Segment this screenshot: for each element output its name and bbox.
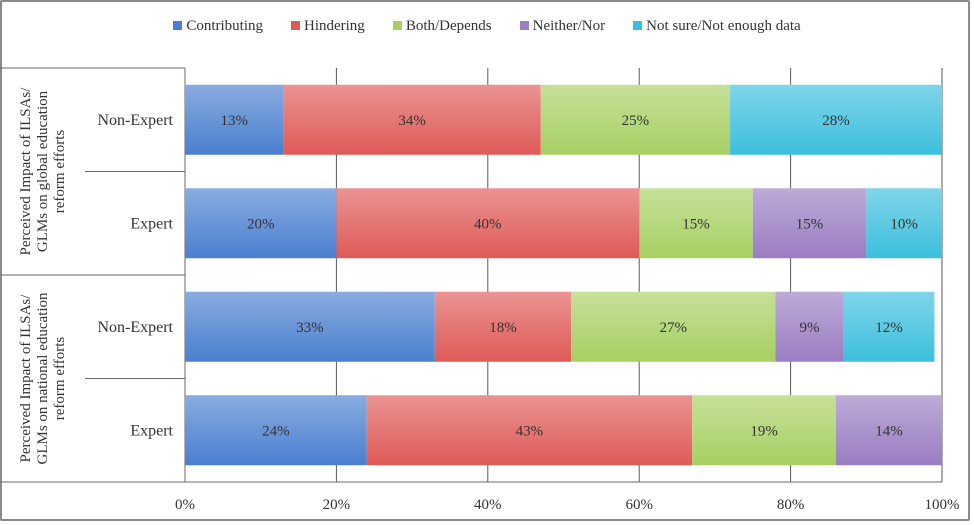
legend-item: Hindering: [290, 18, 365, 35]
group-label: Perceived Impact of ILSAs/GLMs on nation…: [18, 292, 68, 465]
data-label: 19%: [750, 423, 778, 439]
category-label: Non-Expert: [97, 319, 173, 336]
bar-segment: [540, 84, 731, 155]
category-label: Expert: [130, 422, 173, 439]
x-tick-label: 20%: [323, 497, 351, 513]
data-label: 12%: [875, 320, 903, 336]
bar-segment: [571, 291, 776, 362]
x-tick-label: 0%: [175, 497, 195, 513]
bar-segment: [283, 84, 541, 155]
data-label: 14%: [875, 423, 903, 439]
data-label: 34%: [398, 113, 426, 129]
group-label-line: reform efforts: [52, 337, 68, 421]
group-label: Perceived Impact of ILSAs/GLMs on global…: [18, 87, 68, 256]
bar-segment: [185, 291, 435, 362]
data-label: 28%: [822, 113, 850, 129]
data-label: 15%: [796, 216, 824, 232]
data-label: 24%: [262, 423, 290, 439]
x-tick-label: 100%: [925, 497, 960, 513]
legend-label: Contributing: [186, 18, 263, 34]
data-label: 18%: [489, 320, 517, 336]
bar-segment: [752, 188, 867, 259]
data-label: 27%: [660, 320, 688, 336]
data-label: 20%: [247, 216, 275, 232]
data-label: 10%: [890, 216, 918, 232]
data-label: 25%: [622, 113, 650, 129]
x-tick-label: 80%: [777, 497, 805, 513]
category-label: Expert: [130, 215, 173, 232]
legend-swatch: [519, 21, 529, 30]
legend-label: Not sure/Not enough data: [646, 18, 801, 34]
bar-segment: [185, 188, 337, 259]
data-label: 15%: [682, 216, 710, 232]
legend-label: Neither/Nor: [532, 18, 606, 34]
legend-swatch: [392, 21, 402, 30]
data-label: 9%: [800, 320, 820, 336]
x-tick-label: 60%: [625, 497, 653, 513]
legend-label: Hindering: [303, 18, 365, 34]
bar-segment: [185, 395, 367, 466]
data-label: 13%: [220, 113, 248, 129]
bar-segment: [639, 188, 753, 259]
legend-swatch: [290, 21, 300, 30]
legend-label: Both/Depends: [405, 18, 492, 34]
group-label-line: GLMs on national education: [35, 292, 51, 465]
bar-segment: [366, 395, 693, 466]
legend-item: Both/Depends: [392, 18, 492, 35]
bar-segment: [185, 84, 284, 155]
bar-segment: [336, 188, 640, 259]
category-label: Non-Expert: [97, 112, 173, 129]
data-label: 40%: [474, 216, 502, 232]
bar-segment: [692, 395, 837, 466]
bar-segment: [775, 291, 844, 362]
group-label-line: Perceived Impact of ILSAs/: [18, 294, 34, 463]
legend-item: Neither/Nor: [519, 18, 606, 35]
legend-swatch: [633, 21, 643, 30]
legend-item: Not sure/Not enough data: [633, 18, 801, 35]
legend-item: Contributing: [173, 18, 263, 35]
bar-segment: [866, 188, 942, 259]
data-label: 43%: [516, 423, 544, 439]
data-label: 33%: [296, 320, 324, 336]
bar-segment: [730, 84, 942, 155]
bar-segment: [434, 291, 572, 362]
bar-segment: [843, 291, 935, 362]
bar-segment: [836, 395, 942, 466]
x-tick-label: 40%: [474, 497, 502, 513]
legend-swatch: [173, 21, 183, 30]
group-label-line: GLMs on global education: [35, 90, 51, 252]
legend: Contributing Hindering Both/Depends Neither…: [0, 18, 974, 35]
group-label-line: reform efforts: [52, 130, 68, 214]
group-label-line: Perceived Impact of ILSAs/: [18, 87, 34, 256]
